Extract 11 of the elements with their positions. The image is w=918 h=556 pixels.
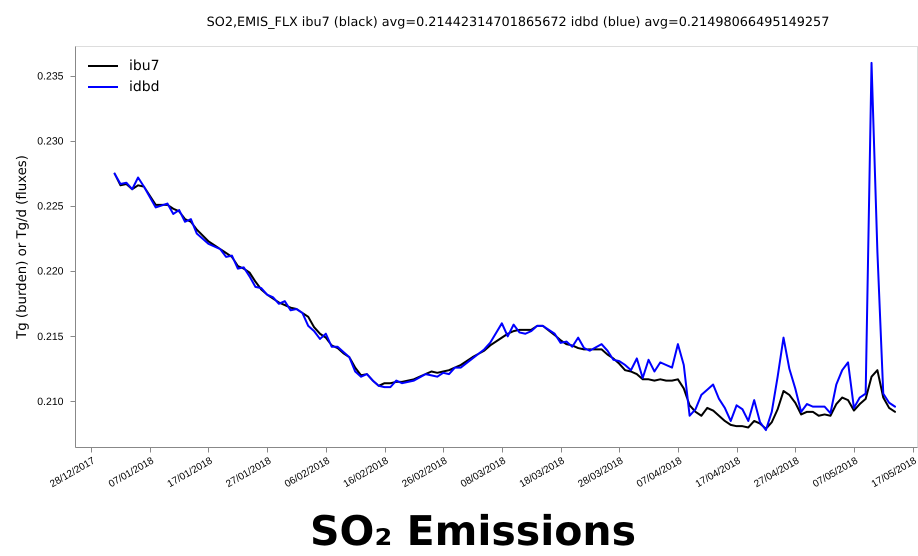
y-tick-label: 0.210 xyxy=(37,396,64,408)
y-tick-label: 0.230 xyxy=(37,136,64,148)
y-axis-title: Tg (burden) or Tg/d (fluxes) xyxy=(15,155,30,340)
y-tick-label: 0.225 xyxy=(37,200,64,213)
y-tick-label: 0.220 xyxy=(37,266,64,278)
legend-label: idbd xyxy=(129,79,160,95)
legend-label: ibu7 xyxy=(129,58,160,74)
y-tick-label: 0.235 xyxy=(37,70,64,82)
y-tick-label: 0.215 xyxy=(37,330,64,343)
chart-title: SO2,EMIS_FLX ibu7 (black) avg=0.21442314701865672 idbd (blue) avg=0.21498066495149257 xyxy=(206,15,830,30)
text: SO₂ Emissions xyxy=(310,507,636,555)
